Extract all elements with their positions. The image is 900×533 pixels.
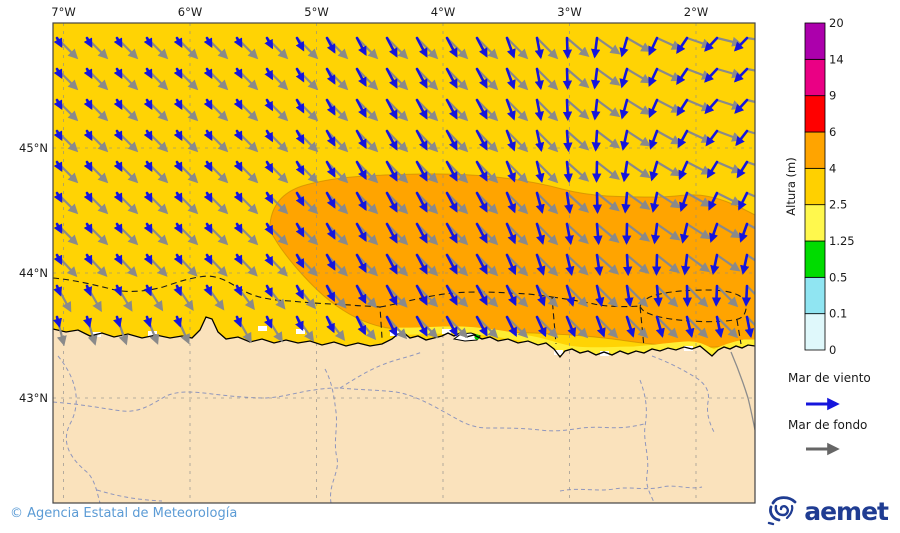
svg-text:3°W: 3°W — [557, 5, 581, 19]
swell-label: Mar de fondo — [788, 418, 867, 432]
svg-text:2.5: 2.5 — [829, 198, 847, 212]
svg-text:20: 20 — [829, 16, 844, 30]
lon-axis-labels: 7°W 6°W 5°W 4°W 3°W 2°W — [51, 5, 708, 19]
lat-axis-labels: 45°N 44°N 43°N — [19, 141, 48, 405]
colorbar-title: Altura (m) — [784, 157, 798, 215]
aemet-logo: aemet — [766, 494, 889, 528]
aemet-logo-text: aemet — [804, 496, 889, 526]
svg-text:0.5: 0.5 — [829, 270, 847, 284]
svg-text:2°W: 2°W — [684, 5, 708, 19]
svg-text:4: 4 — [829, 161, 836, 175]
colorbar: 0 0.1 0.5 1.25 2.5 4 6 9 14 20 Altura (m) — [784, 16, 855, 357]
copyright-text: © Agencia Estatal de Meteorología — [10, 506, 238, 521]
svg-text:45°N: 45°N — [19, 141, 48, 155]
aemet-swirl-icon — [768, 496, 797, 526]
colorbar-labels: 0 0.1 0.5 1.25 2.5 4 6 9 14 20 — [829, 16, 855, 357]
map-layers — [53, 23, 755, 503]
france-border — [730, 351, 755, 431]
svg-text:14: 14 — [829, 52, 844, 66]
svg-text:6: 6 — [829, 125, 836, 139]
svg-text:44°N: 44°N — [19, 266, 48, 280]
svg-text:7°W: 7°W — [51, 5, 75, 19]
svg-text:43°N: 43°N — [19, 391, 48, 405]
land-fill — [53, 317, 755, 503]
province-boundaries — [53, 351, 715, 503]
map-frame — [52, 22, 756, 504]
svg-text:6°W: 6°W — [178, 5, 202, 19]
svg-text:4°W: 4°W — [431, 5, 455, 19]
wind-sea-label: Mar de viento — [788, 371, 871, 385]
svg-text:5°W: 5°W — [304, 5, 328, 19]
arrow-field — [53, 36, 755, 347]
svg-text:0: 0 — [829, 343, 836, 357]
arrow-legend: Mar de viento Mar de fondo — [788, 371, 871, 456]
svg-text:1.25: 1.25 — [829, 234, 855, 248]
svg-text:0.1: 0.1 — [829, 307, 847, 321]
svg-text:9: 9 — [829, 89, 836, 103]
